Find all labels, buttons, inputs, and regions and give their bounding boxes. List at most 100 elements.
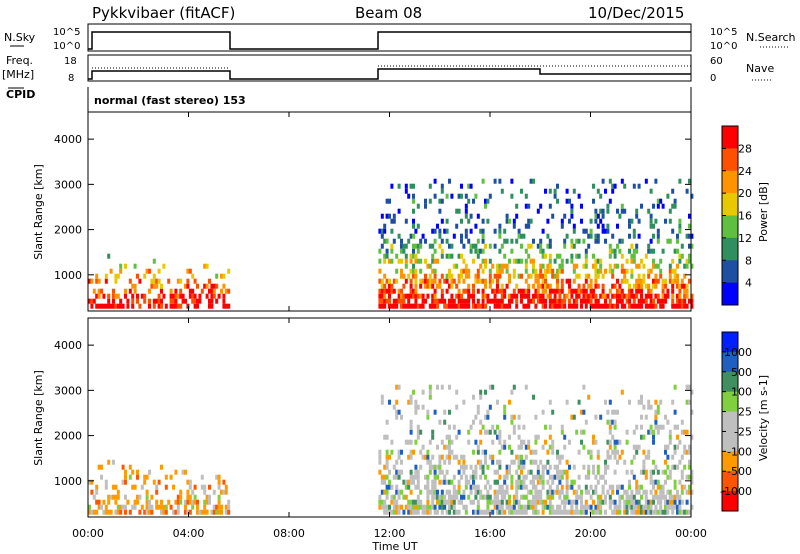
echo-cell [613, 449, 617, 455]
echo-cell [424, 454, 427, 460]
echo-cell [618, 293, 622, 299]
echo-cell [606, 223, 610, 229]
echo-cell [640, 469, 643, 475]
echo-cell [510, 474, 514, 480]
echo-cell [649, 404, 653, 410]
echo-cell [486, 479, 490, 485]
echo-cell [203, 509, 207, 515]
echo-cell [584, 474, 588, 480]
echo-cell [556, 298, 559, 304]
echo-cell [469, 464, 473, 470]
echo-cell [474, 474, 478, 480]
echo-cell [498, 268, 502, 274]
echo-cell [680, 454, 684, 460]
echo-cell [208, 298, 211, 304]
echo-cell [433, 494, 437, 500]
echo-cell [527, 298, 531, 304]
echo-cell [433, 474, 437, 480]
echo-cell [188, 509, 192, 515]
echo-cell [119, 263, 123, 269]
echo-cell [440, 469, 444, 475]
echo-cell [536, 273, 540, 279]
echo-cell [476, 504, 480, 510]
echo-cell [558, 293, 562, 299]
colorbar-segment [722, 411, 738, 432]
echo-cell [551, 268, 555, 274]
echo-cell [680, 278, 684, 284]
echo-cell [644, 178, 648, 184]
echo-cell [476, 484, 480, 490]
echo-cell [498, 223, 502, 229]
echo-cell [551, 409, 555, 415]
echo-cell [397, 233, 401, 239]
echo-cell [560, 429, 564, 435]
echo-cell [544, 504, 547, 510]
echo-cell [469, 484, 473, 490]
echo-cell [488, 454, 492, 460]
echo-cell [196, 303, 199, 309]
echo-cell [392, 509, 396, 515]
echo-cell [400, 414, 403, 420]
echo-cell [572, 499, 576, 505]
echo-cell [412, 198, 415, 204]
echo-cell [604, 479, 607, 485]
echo-cell [680, 298, 684, 304]
echo-cell [683, 429, 687, 435]
echo-cell [527, 499, 531, 505]
echo-cell [671, 228, 675, 234]
echo-cell [613, 509, 617, 515]
echo-cell [529, 459, 533, 465]
echo-cell [412, 243, 415, 249]
echo-cell [383, 253, 387, 259]
echo-cell [676, 283, 679, 289]
echo-cell [563, 499, 567, 505]
echo-cell [649, 303, 653, 309]
echo-cell [488, 499, 492, 505]
echo-cell [678, 459, 682, 465]
echo-cell [534, 414, 538, 420]
echo-cell [500, 484, 504, 490]
echo-cell [546, 449, 550, 455]
echo-cell [467, 198, 471, 204]
echo-cell [620, 288, 624, 294]
echo-cell [656, 298, 660, 304]
echo-cell [397, 183, 401, 189]
echo-cell [654, 479, 658, 485]
echo-cell [640, 414, 643, 420]
echo-cell [217, 499, 221, 505]
echo-cell [176, 293, 180, 299]
echo-cell [464, 509, 468, 515]
echo-cell [464, 268, 468, 274]
echo-cell [582, 228, 586, 234]
echo-cell [460, 183, 463, 189]
echo-cell [431, 434, 435, 440]
echo-cell [395, 484, 399, 490]
echo-cell [462, 489, 466, 495]
echo-cell [486, 218, 490, 224]
echo-cell [426, 509, 430, 515]
echo-cell [431, 494, 435, 500]
echo-cell [493, 494, 497, 500]
echo-cell [416, 223, 420, 229]
echo-cell [193, 484, 197, 490]
echo-cell [589, 298, 593, 304]
echo-cell [212, 509, 216, 515]
echo-cell [565, 293, 569, 299]
echo-cell [659, 484, 663, 490]
echo-cell [539, 263, 543, 269]
echo-cell [628, 293, 631, 299]
echo-cell [157, 278, 161, 284]
echo-cell [440, 439, 444, 445]
echo-cell [536, 474, 540, 480]
echo-cell [534, 268, 538, 274]
echo-cell [486, 414, 490, 420]
echo-cell [620, 449, 624, 455]
echo-cell [385, 434, 389, 440]
echo-cell [556, 449, 559, 455]
echo-cell [109, 494, 113, 500]
echo-cell [623, 208, 627, 214]
echo-cell [404, 293, 408, 299]
echo-cell [587, 469, 591, 475]
echo-cell [476, 459, 480, 465]
echo-cell [467, 479, 471, 485]
